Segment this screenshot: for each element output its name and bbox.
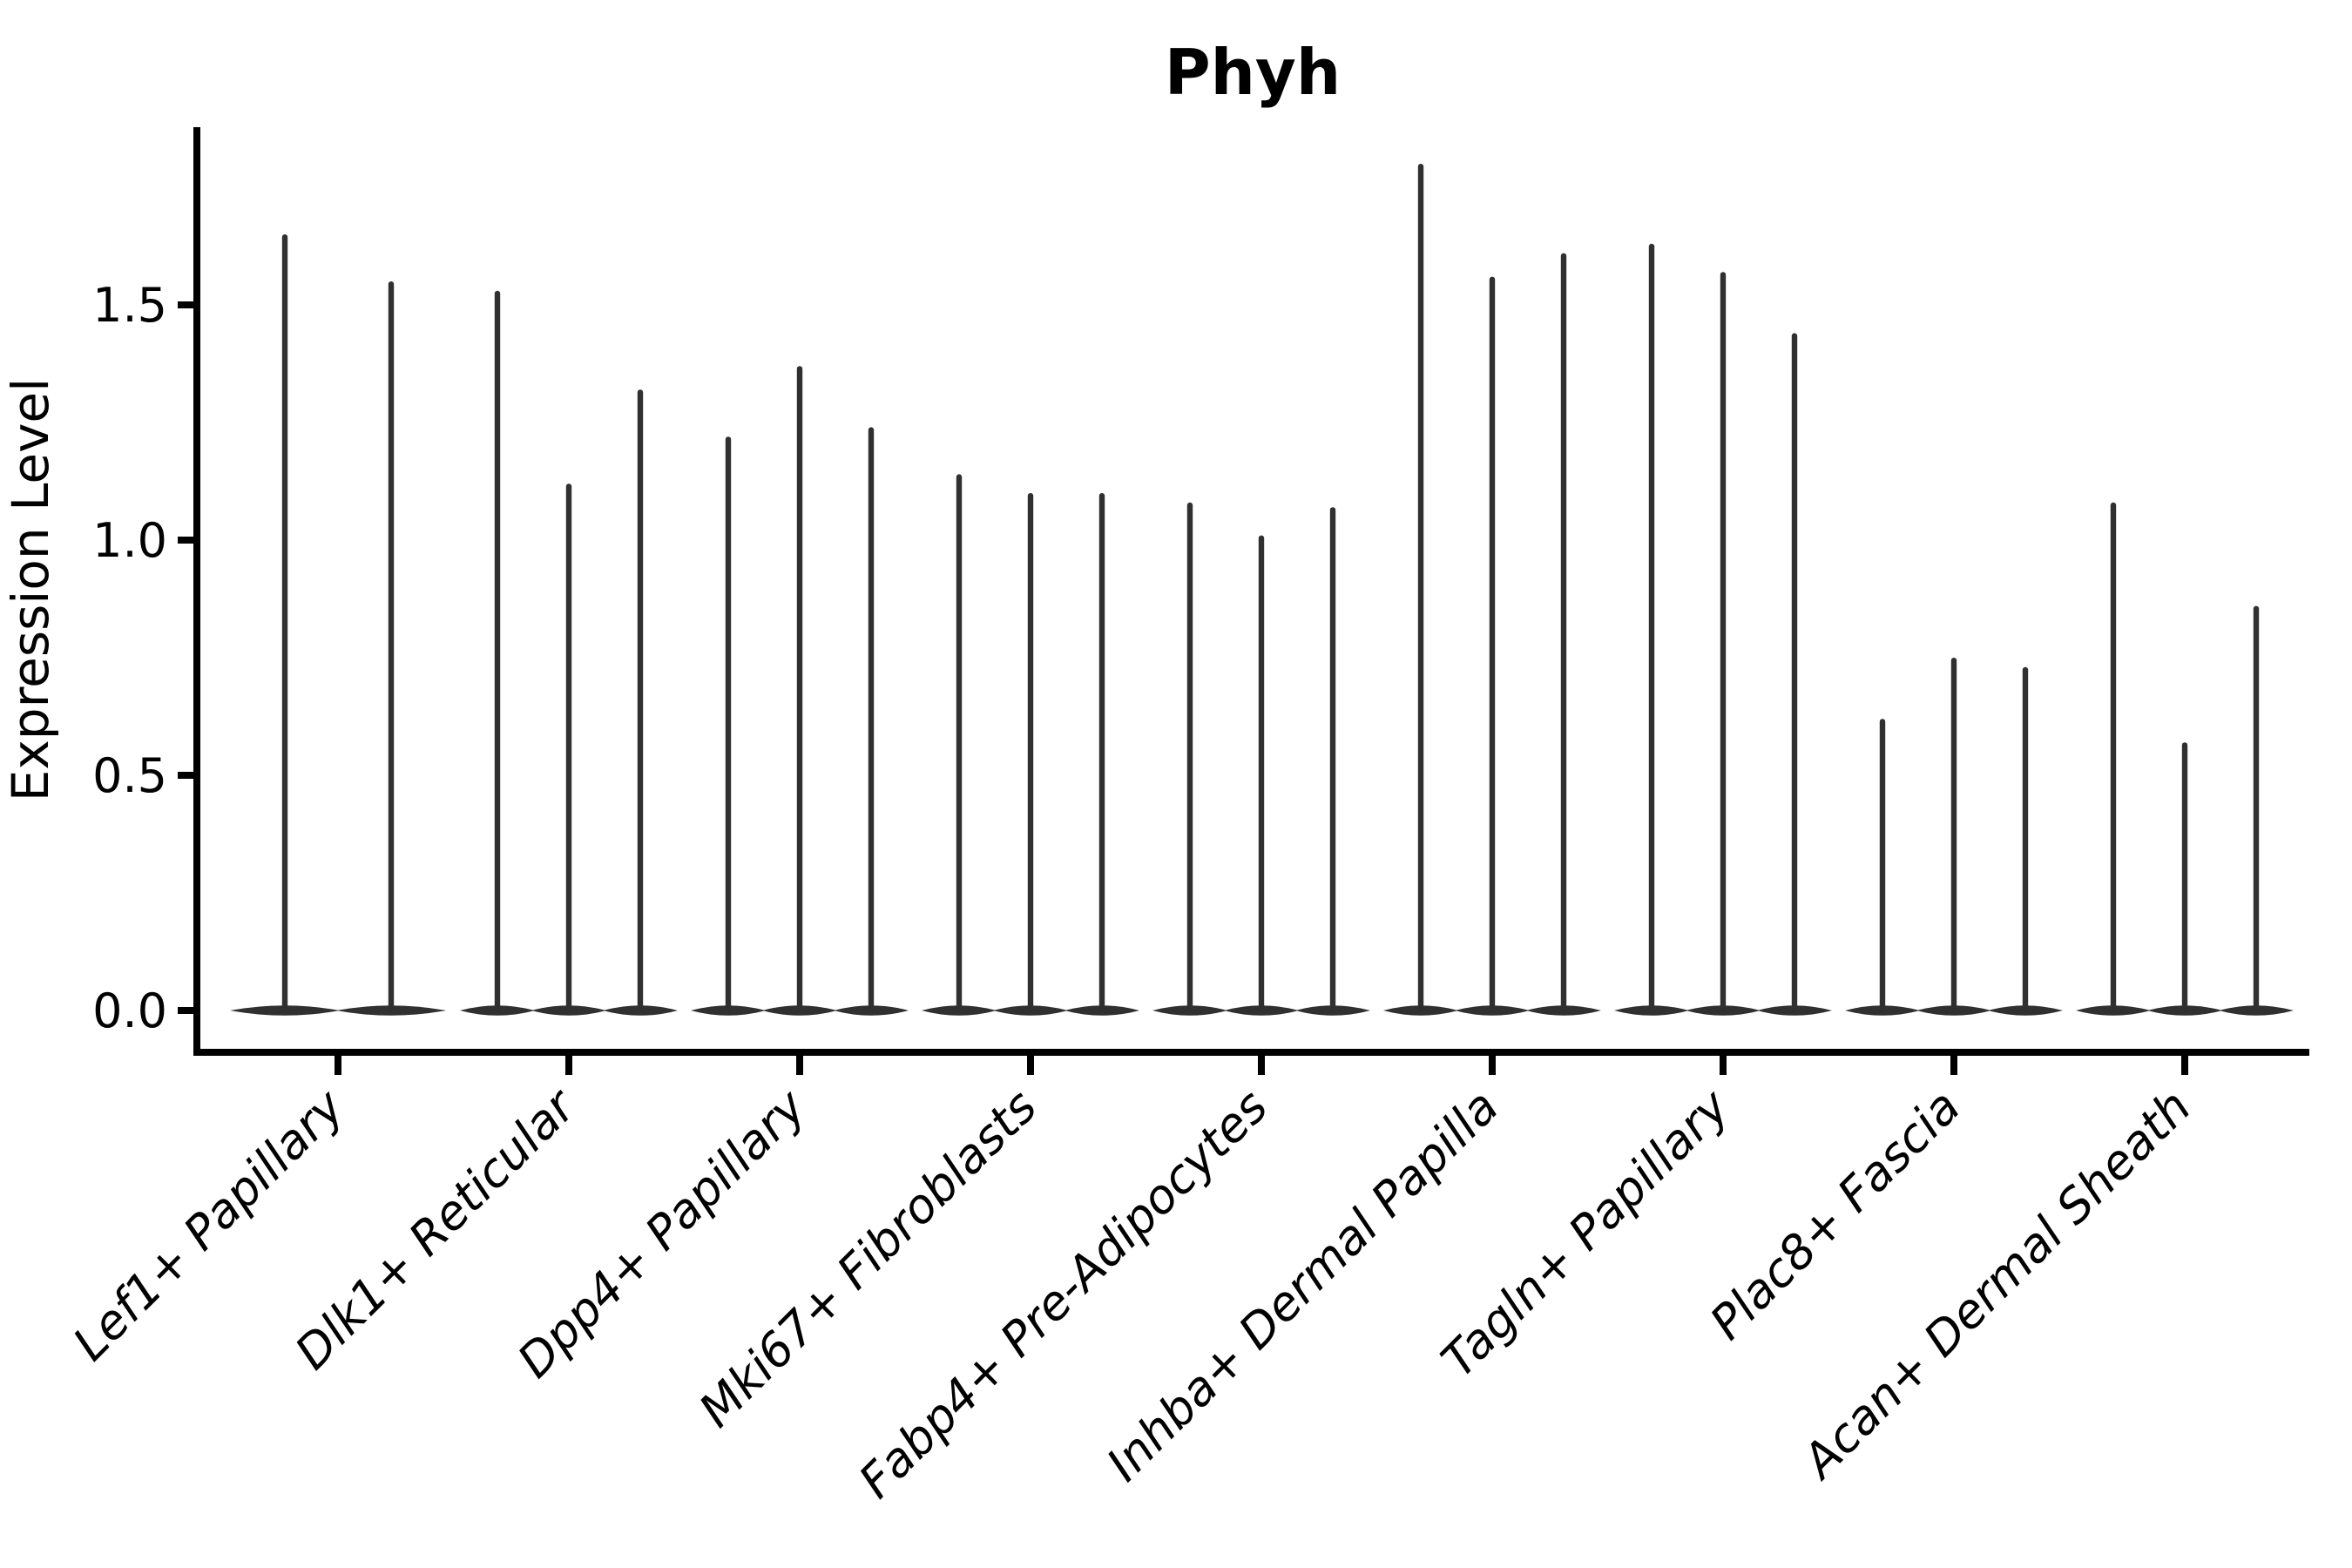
violin-base bbox=[1988, 1005, 2063, 1016]
violin-spike bbox=[1950, 658, 1957, 1012]
violin bbox=[1295, 507, 1370, 1016]
violin-spike bbox=[1417, 164, 1424, 1012]
violin-base bbox=[1916, 1005, 1991, 1016]
violin-spike bbox=[1489, 276, 1496, 1013]
violin bbox=[1455, 276, 1530, 1016]
y-tick-label: 1.0 bbox=[92, 513, 167, 568]
violin-spike bbox=[868, 427, 875, 1012]
violin-spike bbox=[1560, 253, 1567, 1013]
violin-base bbox=[1455, 1005, 1530, 1016]
violin bbox=[1152, 502, 1227, 1016]
violin bbox=[2219, 605, 2294, 1016]
violin-base bbox=[531, 1005, 606, 1016]
violin bbox=[336, 281, 446, 1016]
violin bbox=[691, 436, 766, 1016]
y-axis-label: Expression Level bbox=[1, 378, 60, 801]
violin-base bbox=[1224, 1005, 1299, 1016]
violin bbox=[1383, 164, 1458, 1016]
violin-base bbox=[2219, 1005, 2294, 1016]
violin-spike bbox=[637, 389, 644, 1012]
violin-base bbox=[603, 1005, 678, 1016]
chart-title: Phyh bbox=[1165, 36, 1341, 109]
violin bbox=[531, 483, 606, 1016]
violin-spike bbox=[2253, 605, 2260, 1012]
violin-base bbox=[2076, 1005, 2151, 1016]
violin bbox=[2076, 502, 2151, 1016]
violin-spike bbox=[1186, 502, 1193, 1012]
violin bbox=[762, 366, 837, 1016]
violin bbox=[2147, 742, 2222, 1016]
violin-spike bbox=[565, 483, 572, 1012]
violin bbox=[1916, 658, 1991, 1016]
violin-base bbox=[336, 1005, 446, 1016]
violin bbox=[1614, 243, 1689, 1016]
violin-base bbox=[460, 1005, 535, 1016]
x-tick-label: Inhba+ Dermal Papilla bbox=[1096, 1079, 1509, 1492]
violin-spike bbox=[1098, 493, 1105, 1012]
violin bbox=[1845, 719, 1920, 1016]
violin bbox=[1526, 253, 1601, 1016]
violin bbox=[834, 427, 909, 1016]
violin-base bbox=[834, 1005, 909, 1016]
violin bbox=[1757, 333, 1832, 1016]
violin bbox=[460, 290, 535, 1016]
violin-base bbox=[230, 1005, 340, 1016]
violin-spike bbox=[1648, 243, 1655, 1012]
violin-spike bbox=[1791, 333, 1798, 1012]
y-tick-label: 0.0 bbox=[92, 983, 167, 1038]
violin-base bbox=[922, 1005, 997, 1016]
y-axis-ticks: 0.0 0.5 1.0 1.5 bbox=[92, 278, 193, 1038]
violin-base bbox=[1064, 1005, 1139, 1016]
violin-spike bbox=[1879, 719, 1886, 1012]
violin bbox=[1686, 272, 1761, 1016]
violin-base bbox=[1152, 1005, 1227, 1016]
violin-spike bbox=[281, 234, 288, 1012]
violin-base bbox=[993, 1005, 1068, 1016]
x-tick-label: Plac8+ Fascia bbox=[1700, 1079, 1970, 1350]
violin-base bbox=[1686, 1005, 1761, 1016]
x-tick-label: Acan+ Dermal Sheath bbox=[1790, 1079, 2201, 1490]
violin-base bbox=[762, 1005, 837, 1016]
violin-base bbox=[1614, 1005, 1689, 1016]
violin bbox=[1224, 535, 1299, 1016]
violin-base bbox=[691, 1005, 766, 1016]
x-tick-label: Fabp4+ Pre-Adipocytes bbox=[848, 1079, 1278, 1509]
violin bbox=[603, 389, 678, 1016]
violin-spike bbox=[1258, 535, 1265, 1012]
violin-base bbox=[1295, 1005, 1370, 1016]
violin-spike bbox=[725, 436, 732, 1012]
violin bbox=[230, 234, 340, 1016]
violin bbox=[922, 474, 997, 1016]
violin-spike bbox=[2181, 742, 2188, 1012]
y-tick-label: 1.5 bbox=[92, 278, 167, 333]
violin-base bbox=[1526, 1005, 1601, 1016]
violin bbox=[1064, 493, 1139, 1016]
violin-base bbox=[1757, 1005, 1832, 1016]
violin-spike bbox=[2110, 502, 2117, 1012]
violin-spike bbox=[796, 366, 803, 1012]
violin-spike bbox=[2022, 666, 2029, 1012]
violin-spike bbox=[494, 290, 501, 1012]
violin-spike bbox=[1720, 272, 1727, 1012]
violin bbox=[993, 493, 1068, 1016]
violin-spike bbox=[1027, 493, 1034, 1012]
violin-spike bbox=[1329, 507, 1336, 1012]
violin-base bbox=[1845, 1005, 1920, 1016]
violin-series bbox=[230, 164, 2294, 1016]
violin-spike bbox=[388, 281, 395, 1012]
violin-base bbox=[2147, 1005, 2222, 1016]
violin-spike bbox=[956, 474, 963, 1012]
y-tick-label: 0.5 bbox=[92, 748, 167, 803]
violin bbox=[1988, 666, 2063, 1016]
violin-base bbox=[1383, 1005, 1458, 1016]
